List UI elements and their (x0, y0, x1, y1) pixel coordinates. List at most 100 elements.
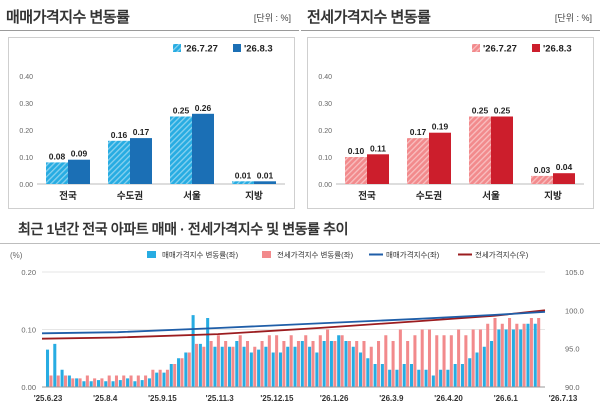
y-tick-label: 0.10 (318, 155, 332, 162)
legend-swatch-prev (173, 44, 181, 52)
jeonse-change-bar (107, 375, 111, 387)
jeonse-change-bar (333, 341, 337, 387)
sale-change-bar (293, 346, 297, 387)
category-label: 수도권 (117, 190, 143, 202)
jeonse-chart-box: 0.00 0.10 0.20 0.30 0.40 '26.7.27 '26.8.3 0.10 0… (307, 37, 594, 209)
y-tick-label: 0.00 (318, 182, 332, 189)
jeonse-change-bar (464, 335, 468, 387)
legend-swatch-prev (472, 44, 480, 52)
bar-curr (491, 116, 513, 184)
sale-change-bar (126, 378, 130, 387)
sale-change-bar (249, 352, 253, 387)
jeonse-change-bar (202, 346, 206, 387)
jeonse-panel-title: 전세가격지수 변동률 (307, 9, 431, 26)
category-label: 지방 (544, 190, 562, 202)
data-label: 0.25 (494, 106, 511, 116)
sale-change-bar (118, 380, 122, 387)
category-label: 지방 (245, 190, 263, 202)
jeonse-change-bar (195, 343, 199, 387)
sale-change-bar (490, 341, 494, 387)
jeonse-change-bar (311, 341, 315, 387)
sale-change-bar (533, 323, 537, 387)
legend-swatch-curr (532, 44, 540, 52)
sale-change-bar (359, 352, 363, 387)
sale-change-bar (198, 343, 202, 387)
sale-chart-box: 0.00 0.10 0.20 0.30 0.40 '26.7.27 '26.8.3 0.08 0… (8, 37, 295, 209)
x-tick-label: '25.11.3 (206, 394, 235, 403)
y-tick-label: 0.30 (318, 101, 332, 108)
sale-change-bar (322, 341, 326, 387)
jeonse-change-bar (173, 364, 177, 387)
y-axis-unit: (%) (10, 251, 23, 260)
bar-curr (192, 113, 214, 184)
sale-change-bar (235, 341, 239, 387)
category-label: 수도권 (416, 190, 442, 202)
category-label: 전국 (358, 190, 376, 202)
bar-curr (68, 159, 90, 184)
jeonse-change-bar (253, 346, 257, 387)
jeonse-change-bar (457, 329, 461, 387)
data-label: 0.25 (472, 106, 489, 116)
y2-tick-label: 105.0 (565, 268, 584, 277)
legend-swatch (147, 251, 156, 258)
jeonse-change-bar (377, 341, 381, 387)
jeonse-change-bar (435, 335, 439, 387)
bar-prev (407, 138, 429, 184)
x-tick-label: '25.6.23 (34, 394, 63, 403)
legend-label-prev: '26.7.27 (483, 44, 517, 55)
sale-change-bar (147, 378, 151, 387)
sale-change-bar (388, 369, 392, 387)
sale-change-bar (155, 372, 159, 387)
jeonse-change-bar (165, 369, 169, 387)
sale-change-bar (344, 341, 348, 387)
jeonse-change-bar (304, 335, 308, 387)
sale-change-bar (409, 364, 414, 387)
jeonse-change-bar (114, 375, 118, 387)
bar-curr (553, 173, 575, 184)
sale-change-bar (453, 364, 457, 387)
y-tick-label: 0.10 (21, 326, 36, 335)
jeonse-change-bar (245, 341, 250, 387)
jeonse-change-bar (406, 341, 410, 387)
sale-change-bar (424, 369, 428, 387)
jeonse-change-bar (289, 335, 293, 387)
y-tick-label: 0.10 (19, 155, 33, 162)
sale-change-bar (278, 352, 282, 387)
sale-change-bar (460, 364, 464, 387)
jeonse-bar-chart: 0.00 0.10 0.20 0.30 0.40 '26.7.27 '26.8.3 0.10 0… (318, 44, 584, 202)
sale-change-bar (177, 358, 181, 387)
jeonse-change-bar (49, 375, 53, 387)
jeonse-change-bar (398, 329, 402, 387)
sale-change-bar (395, 369, 399, 387)
sale-change-bar (366, 358, 370, 387)
sale-change-bar (162, 372, 166, 387)
jeonse-change-bar (427, 329, 432, 387)
sale-change-panel: 매매가격지수 변동률 [단위 : %] 0.00 0.10 0.20 0.30 0.40… (0, 0, 299, 210)
jeonse-change-bar (318, 335, 322, 387)
x-tick-label: '25.12.15 (260, 394, 294, 403)
bar-curr (429, 132, 451, 184)
y2-tick-label: 90.0 (565, 383, 580, 392)
jeonse-change-bar (224, 341, 228, 387)
trend-header-divider (0, 243, 600, 244)
jeonse-change-bar (522, 323, 526, 387)
sale-panel-unit: [단위 : %] (253, 13, 291, 23)
sale-change-bar (439, 369, 443, 387)
jeonse-change-bar (449, 335, 453, 387)
jeonse-change-bar (85, 375, 89, 387)
sale-change-bar (482, 346, 486, 387)
jeonse-change-bar (158, 369, 162, 387)
x-tick-label: '26.6.1 (494, 394, 519, 403)
sale-change-bar (271, 352, 275, 387)
jeonse-change-bar (129, 375, 133, 387)
data-label: 0.26 (195, 103, 212, 113)
sale-change-bar (264, 346, 268, 387)
y2-tick-label: 100.0 (565, 306, 584, 315)
sale-change-bar (329, 341, 333, 387)
bar-prev (46, 162, 68, 184)
bar-curr (254, 181, 276, 184)
y-tick-label: 0.20 (318, 128, 332, 135)
category-label: 서울 (183, 190, 201, 202)
x-tick-label: '26.7.13 (549, 394, 578, 403)
data-label: 0.01 (257, 170, 274, 180)
